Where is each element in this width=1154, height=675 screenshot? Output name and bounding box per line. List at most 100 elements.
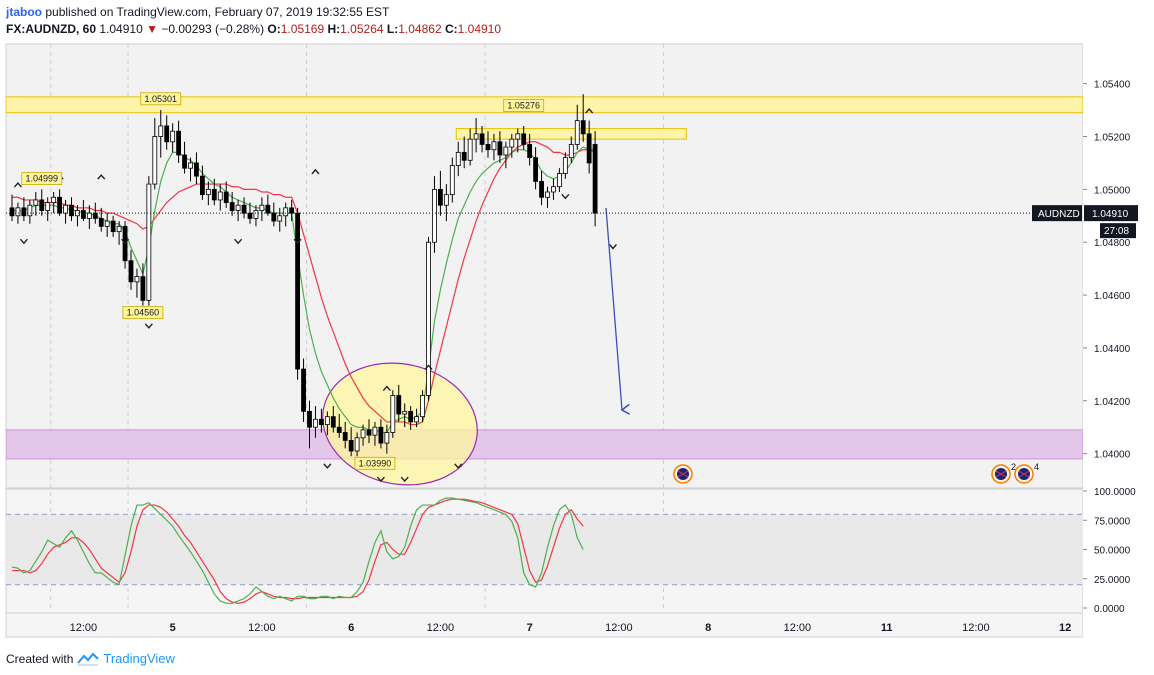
candle [69,197,74,222]
candle [455,141,461,177]
price-tick-label: 1.05000 [1094,185,1131,196]
candle-body [592,144,598,214]
candle-body [110,220,116,233]
price-label: 1.05301 [144,94,177,104]
time-axis[interactable] [5,612,1084,638]
chart-area[interactable]: 1.05301 1.04999 1.04560 1.05276 1.03990 1.05… [0,0,1154,650]
candle-body [146,183,152,301]
candle-body [182,154,187,169]
candle-body [176,130,182,156]
candle [140,263,146,306]
ma-slow-line [12,141,596,426]
fractal-up-icon [97,174,106,180]
fractal-down-icon [19,238,28,245]
candle [15,202,21,224]
candle-body [318,418,324,425]
candle [485,131,491,158]
price-label-bg [503,99,545,112]
tradingview-link[interactable]: TradingView [103,651,175,666]
candle [449,157,455,203]
candle [592,131,598,227]
fractal-down-icon [323,463,332,469]
candle [51,192,57,214]
candle-body [235,204,241,211]
projection-arrow[interactable] [605,207,622,410]
price-label-bg [122,306,164,320]
candle-body [277,215,283,222]
candle [443,184,449,222]
candle [188,157,193,182]
candle-body [586,133,592,164]
candle [568,136,574,163]
price-axis[interactable] [1083,44,1154,637]
price-tick-label: 1.05200 [1094,133,1131,144]
candle [182,141,187,174]
candle [497,131,503,163]
candle-body [63,204,68,214]
tradingview-logo-icon[interactable] [77,652,100,666]
symbol-legend: FX:AUDNZD, 60 1.04910 ▼ −0.00293 (−0.28%… [6,22,501,36]
candle-body [45,202,51,211]
candle [92,202,98,224]
candle-body [390,395,396,433]
time-axis-labels: 12:00 5 12:00 6 12:00 7 12:00 8 12:00 11 12:00 12 [70,622,1072,634]
fractal-down-icon [454,463,463,469]
price-pane[interactable] [5,43,1084,489]
candle [426,236,431,401]
candle-body [128,260,134,283]
candle-body [283,207,289,217]
candle-body [437,188,443,206]
fractal-down-icon [561,193,570,200]
event-flag-icon: 4 [1014,462,1039,484]
time-tick-label: 6 [348,622,354,634]
high-label: H: [327,22,341,36]
author-link[interactable]: jtaboo [6,5,42,19]
time-tick-label: 12:00 [427,622,455,634]
candle [402,403,408,428]
candle [527,133,533,166]
candle-body [194,162,199,177]
candle-body [164,125,170,143]
candle-body [57,196,62,214]
candle-body [21,207,27,217]
candle [199,165,205,200]
candle-body [378,426,384,444]
candle-body [467,138,473,161]
close-value: 1.04910 [457,22,502,36]
stoch-tick-label: 0.0000 [1094,604,1125,615]
price-label-bg [21,172,63,186]
candle [39,189,45,216]
candle-body [396,395,402,415]
candle-body [551,186,556,193]
candle-body [426,241,431,396]
change-arrow-icon: ▼ [146,22,158,36]
candle-body [152,136,158,185]
fractal-up-icon [585,108,594,114]
candle [432,176,437,253]
candle-body [170,130,176,143]
fractal-up-icon [13,182,22,188]
candle-body [205,188,211,196]
candle [176,120,182,163]
time-tick-label: 12 [1059,622,1071,634]
candle-body [342,432,348,441]
event-count: 4 [1034,462,1039,472]
accumulation-ellipse[interactable] [311,349,489,499]
candle [45,197,51,222]
candle [158,110,164,158]
time-tick-label: 5 [170,622,176,634]
event-flag-cross [1018,470,1030,478]
candle [580,94,586,142]
candle [539,170,544,206]
candle [259,197,265,222]
candle-body [116,225,122,233]
candle [491,133,497,161]
candle [86,205,92,229]
candle [223,181,229,208]
candle-body [313,418,318,428]
price-label-bg [140,92,182,106]
current-price-badge: AUDNZD 1.04910 27:08 [1032,205,1138,239]
candle [479,125,485,153]
publish-info: jtaboo published on TradingView.com, Feb… [6,5,389,19]
